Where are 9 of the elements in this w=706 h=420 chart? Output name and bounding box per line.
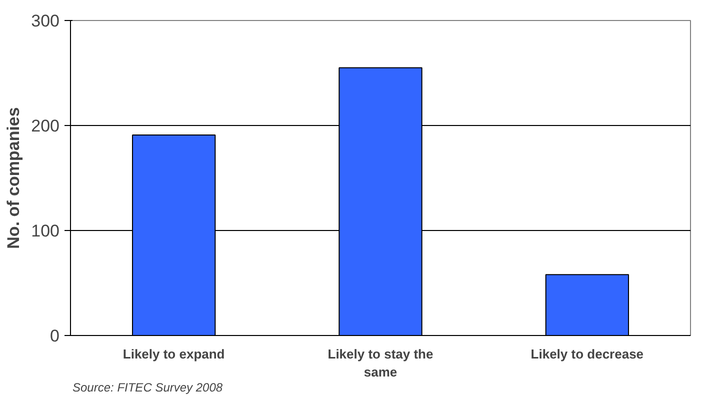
y-axis-title: No. of companies (4, 107, 24, 249)
y-tick-label: 300 (31, 12, 60, 30)
y-tick-label: 200 (31, 116, 60, 136)
y-tick-label: 0 (50, 326, 60, 346)
x-tick-label: Likely to decrease (530, 346, 644, 362)
x-tick-label: Likely to stay the same (328, 346, 434, 380)
x-tick-label: Likely to expand (122, 346, 225, 362)
source-note: Source: FITEC Survey 2008 (72, 380, 223, 394)
y-tick-label: 100 (31, 222, 60, 240)
